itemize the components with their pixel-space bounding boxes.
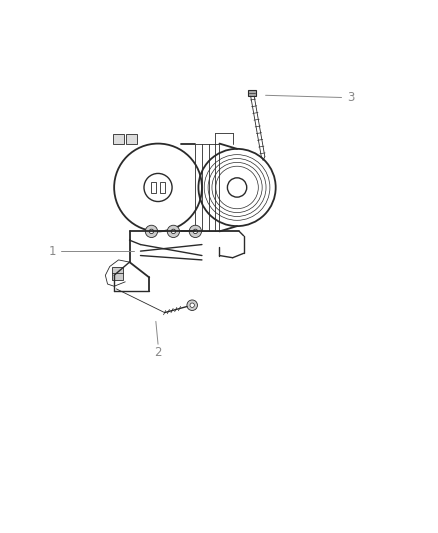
Circle shape xyxy=(167,225,179,238)
Circle shape xyxy=(149,229,153,233)
Circle shape xyxy=(193,229,197,233)
Text: 1: 1 xyxy=(49,245,57,257)
Bar xyxy=(151,182,156,193)
Bar xyxy=(112,266,123,280)
Text: 2: 2 xyxy=(154,345,162,359)
Circle shape xyxy=(189,225,201,238)
Bar xyxy=(248,90,256,96)
Bar xyxy=(126,134,137,143)
Circle shape xyxy=(145,225,157,238)
Bar xyxy=(159,182,165,193)
Bar xyxy=(195,143,219,231)
Circle shape xyxy=(187,300,197,311)
Circle shape xyxy=(190,303,194,308)
Text: 3: 3 xyxy=(347,91,354,104)
Circle shape xyxy=(171,229,175,233)
Bar xyxy=(113,134,124,143)
